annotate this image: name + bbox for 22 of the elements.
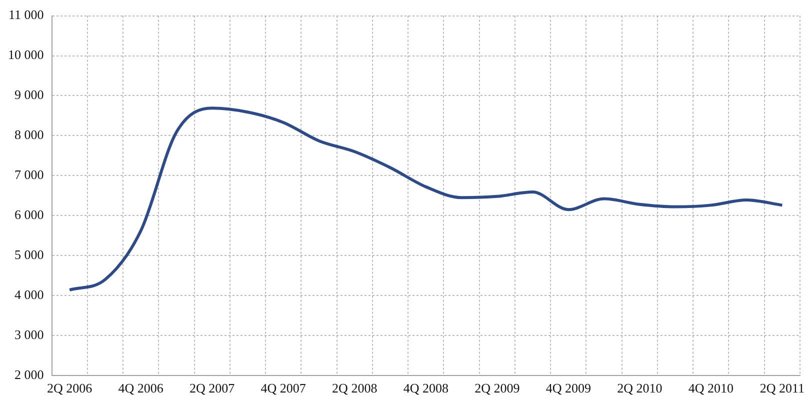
y-tick-label: 7 000 [14, 167, 44, 182]
y-tick-label: 11 000 [8, 7, 44, 22]
x-tick-label: 4Q 2008 [403, 380, 448, 396]
y-tick-label: 6 000 [14, 207, 44, 222]
x-tick-label: 2Q 2010 [617, 380, 662, 396]
y-tick-label: 8 000 [14, 127, 44, 142]
x-tick-label: 2Q 2007 [190, 380, 236, 396]
x-tick-label: 2Q 2011 [760, 380, 805, 396]
y-tick-label: 2 000 [14, 366, 44, 382]
x-tick-label: 2Q 2008 [332, 380, 378, 396]
x-tick-label: 2Q 2006 [46, 380, 93, 396]
y-tick-label: 9 000 [14, 87, 44, 102]
y-tick-label: 3 000 [14, 326, 44, 342]
x-tick-label: 4Q 2009 [546, 380, 591, 396]
line-series [68, 106, 784, 292]
x-tick-label: 2Q 2009 [474, 380, 520, 396]
y-tick-label: 5 000 [14, 246, 44, 262]
y-tick-label: 10 000 [8, 47, 44, 62]
y-tick-label: 4 000 [14, 286, 44, 302]
x-tick-label: 4Q 2006 [118, 380, 164, 396]
x-tick-label: 4Q 2010 [688, 380, 734, 396]
x-tick-label: 4Q 2007 [260, 380, 306, 396]
